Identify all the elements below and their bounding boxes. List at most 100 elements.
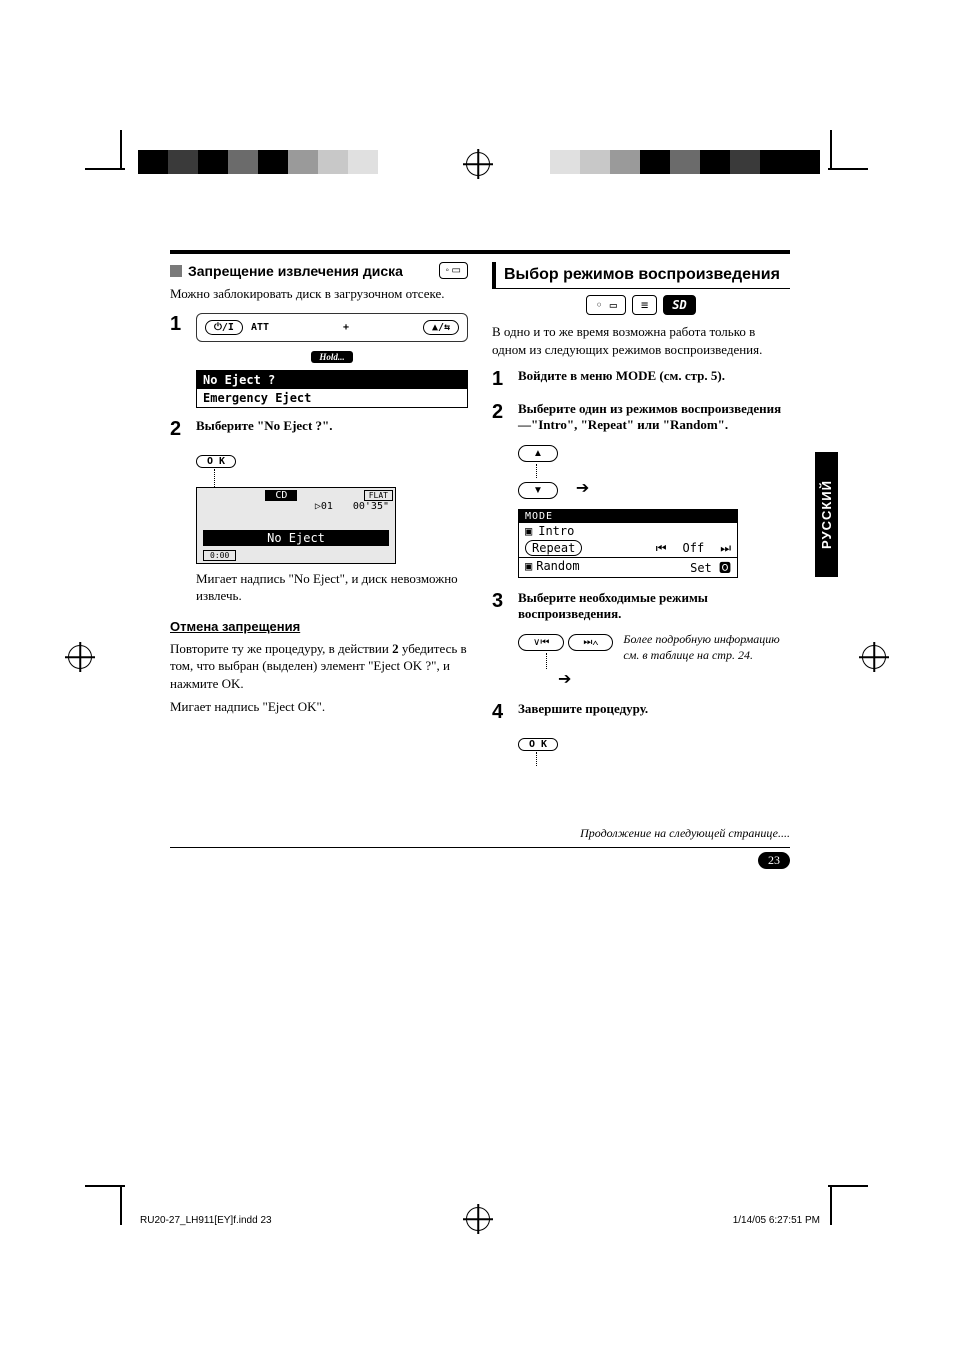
lcd-screen-no-eject: CD FLAT ▷01 00'35" No Eject 0:00: [196, 487, 396, 564]
color-swatch: [288, 150, 318, 174]
footer-file: RU20-27_LH911[EY]f.indd 23: [140, 1215, 272, 1226]
lcd-vol: 0:00: [203, 550, 236, 561]
playback-modes-title: Выбор режимов воспроизведения: [504, 266, 790, 284]
step-3-right-text: Выберите необходимые режимы воспроизведе…: [518, 590, 790, 622]
eject-button-icon: ▲/⇆: [423, 320, 459, 335]
step-3-right: 3 Выберите необходимые режимы воспроизве…: [492, 590, 790, 622]
color-swatch: [580, 150, 610, 174]
disc-slot-icon: ◦ ▭: [439, 262, 469, 279]
playback-modes-heading-box: Выбор режимов воспроизведения: [492, 262, 790, 289]
mode-panel: MODE ▣ Intro Repeat ⏮ Off ⏭ ▣ Random Set…: [518, 509, 738, 578]
mode-repeat-selected: Repeat: [525, 540, 582, 556]
print-footer: RU20-27_LH911[EY]f.indd 23 1/14/05 6:27:…: [140, 1215, 820, 1226]
step-number: 3: [492, 590, 510, 622]
color-swatch: [228, 150, 258, 174]
color-swatch: [168, 150, 198, 174]
list-icon: ≡: [632, 295, 657, 315]
color-swatch: [670, 150, 700, 174]
language-tab: РУССКИЙ: [815, 452, 838, 577]
lcd-track: ▷01: [315, 501, 333, 512]
step-1-right-text: Войдите в меню MODE (см. стр. 5).: [518, 368, 790, 391]
crop-mark: [85, 1185, 125, 1187]
cancel-body-3: Мигает надпись "Eject OK".: [170, 698, 468, 716]
section-title-eject-lock: Запрещение извлечения диска: [188, 263, 403, 279]
step-2: 2 Выберите "No Eject ?".: [170, 418, 468, 441]
color-swatch: [550, 150, 580, 174]
step-4-right-text: Завершите процедуру.: [518, 701, 790, 724]
step-number: 4: [492, 701, 510, 724]
step-2-right-text: Выберите один из режимов воспроизведения…: [518, 401, 790, 433]
color-swatch: [378, 150, 408, 174]
eject-lock-intro: Можно заблокировать диск в загрузочном о…: [170, 285, 468, 303]
color-swatch: [408, 150, 438, 174]
color-bar-right: [520, 150, 820, 174]
menu-item-no-eject: No Eject ?: [197, 371, 467, 389]
next-icon: ⏭: [720, 541, 731, 556]
lcd-menu-eject: No Eject ? Emergency Eject: [196, 370, 468, 408]
color-swatch: [640, 150, 670, 174]
color-swatch: [258, 150, 288, 174]
random-icon: ▣: [525, 559, 532, 576]
menu-item-emergency-eject: Emergency Eject: [197, 389, 467, 407]
step-number: 1: [492, 368, 510, 391]
color-swatch: [700, 150, 730, 174]
lcd-cd-badge: CD: [265, 490, 297, 501]
cancel-heading: Отмена запрещения: [170, 619, 468, 634]
color-swatch: [730, 150, 760, 174]
color-swatch: [610, 150, 640, 174]
crop-mark: [120, 130, 122, 170]
device-face-diagram: ⏻/I ATT + ▲/⇆: [196, 313, 468, 342]
ok-button-icon: O K: [196, 455, 236, 468]
sd-card-icon: SD: [663, 295, 695, 315]
cancel-body: Повторите ту же процедуру, в действии 2 …: [170, 640, 468, 693]
dotted-path-icon: [536, 464, 790, 478]
color-swatch: [198, 150, 228, 174]
disc-slot-icon: ◦ ▭: [586, 295, 626, 315]
step-1: 1 ⏻/I ATT + ▲/⇆ Hold... No Eject ? Emerg…: [170, 313, 468, 408]
pointer-line-icon: [536, 752, 790, 766]
prev-track-button-icon: ∨⏮: [518, 634, 564, 651]
step-2-text: Выберите "No Eject ?".: [196, 418, 468, 441]
pointer-line-icon: [214, 469, 215, 487]
mode-set-label: Set 🅾: [690, 559, 731, 576]
eject-lock-after: Мигает надпись "No Eject", и диск невозм…: [196, 570, 468, 605]
step-number: 2: [170, 418, 188, 441]
down-arrow-button-icon: ▼: [518, 482, 558, 499]
color-swatch: [138, 150, 168, 174]
mode-panel-header: MODE: [519, 510, 737, 523]
right-arrow-icon: ➔: [576, 480, 589, 497]
media-icon-strip: ◦ ▭ ≡ SD: [492, 295, 790, 315]
lcd-flat-badge: FLAT: [364, 490, 393, 501]
att-label: ATT: [251, 322, 269, 333]
right-column: Выбор режимов воспроизведения ◦ ▭ ≡ SD В…: [492, 262, 790, 766]
step-3-note: Более подробную информацию см. в таблице…: [623, 632, 790, 663]
top-rule: [170, 250, 790, 254]
crop-mark: [830, 130, 832, 170]
playback-intro: В одно и то же время возможна работа тол…: [492, 323, 790, 358]
crop-mark: [120, 1185, 122, 1225]
hold-indicator: Hold...: [311, 351, 352, 363]
mode-off-label: Off: [683, 541, 705, 555]
registration-mark-icon: [862, 645, 886, 669]
footer-timestamp: 1/14/05 6:27:51 PM: [733, 1215, 820, 1226]
continued-note: Продолжение на следующей странице....: [170, 826, 790, 841]
page-content: Запрещение извлечения диска ◦ ▭ Можно за…: [170, 250, 790, 869]
color-swatch: [520, 150, 550, 174]
color-bar-left: [138, 150, 438, 174]
page-number: 23: [758, 852, 790, 869]
right-arrow-icon: ➔: [558, 671, 571, 688]
color-swatch: [318, 150, 348, 174]
step-1-right: 1 Войдите в меню MODE (см. стр. 5).: [492, 368, 790, 391]
step-number: 2: [492, 401, 510, 433]
lcd-main-text: No Eject: [203, 530, 389, 546]
crop-mark: [830, 1185, 832, 1225]
step-4-right: 4 Завершите процедуру.: [492, 701, 790, 724]
registration-mark-icon: [68, 645, 92, 669]
crop-mark: [828, 1185, 868, 1187]
mode-random: Random: [536, 559, 579, 576]
step-2-right: 2 Выберите один из режимов воспроизведен…: [492, 401, 790, 433]
crop-mark: [85, 168, 125, 170]
mode-intro: Intro: [538, 524, 574, 538]
bottom-rule: [170, 847, 790, 848]
intro-icon: ▣: [525, 524, 532, 538]
